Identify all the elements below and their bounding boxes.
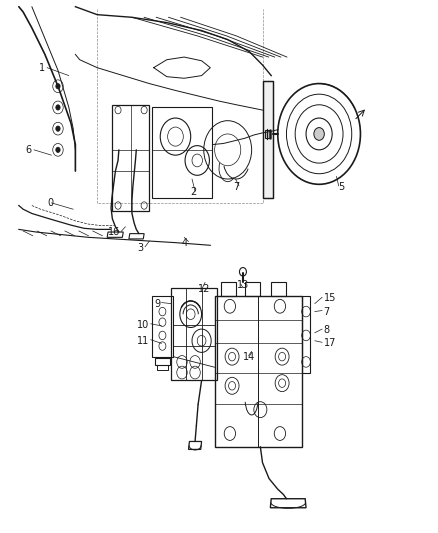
Bar <box>215 296 302 447</box>
Circle shape <box>56 126 60 131</box>
Circle shape <box>314 127 324 140</box>
Text: 17: 17 <box>323 338 336 349</box>
Text: 8: 8 <box>323 325 329 335</box>
Text: 15: 15 <box>323 293 336 303</box>
Text: 16: 16 <box>109 227 121 237</box>
Bar <box>262 81 273 198</box>
Text: 1: 1 <box>39 63 45 72</box>
Text: 7: 7 <box>233 182 240 192</box>
Text: 9: 9 <box>154 298 160 309</box>
Bar <box>265 130 270 138</box>
Bar <box>152 108 212 198</box>
Text: 11: 11 <box>137 336 149 346</box>
Circle shape <box>56 147 60 152</box>
Bar <box>152 296 173 357</box>
Bar <box>113 105 149 211</box>
Text: 4: 4 <box>181 238 187 248</box>
Text: 12: 12 <box>198 284 210 294</box>
Circle shape <box>56 84 60 89</box>
Text: 10: 10 <box>137 320 149 330</box>
Bar <box>302 296 311 373</box>
Text: 13: 13 <box>237 280 249 290</box>
Text: 0: 0 <box>47 198 53 208</box>
Bar <box>271 282 286 296</box>
Text: 6: 6 <box>26 145 32 155</box>
Bar <box>221 282 237 296</box>
Text: 2: 2 <box>190 187 196 197</box>
Text: 7: 7 <box>323 306 330 317</box>
Text: 14: 14 <box>244 352 256 361</box>
Bar <box>171 288 217 381</box>
Bar <box>262 81 273 198</box>
Bar <box>245 282 260 296</box>
Text: 3: 3 <box>138 243 144 253</box>
Text: 5: 5 <box>338 182 344 192</box>
Circle shape <box>56 105 60 110</box>
